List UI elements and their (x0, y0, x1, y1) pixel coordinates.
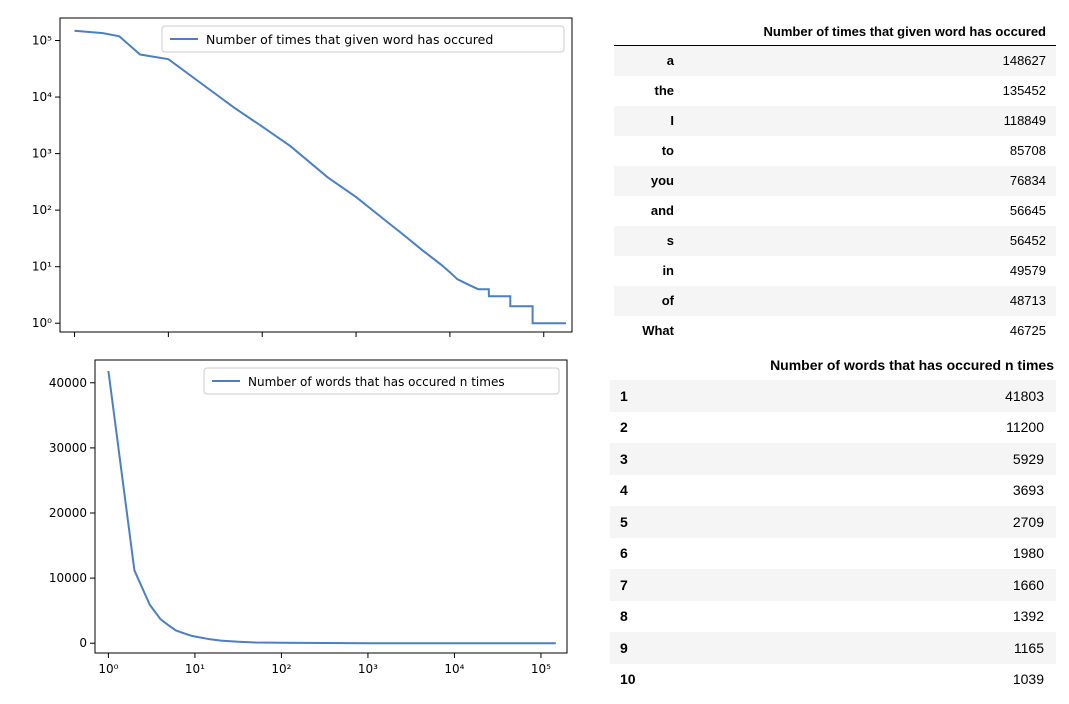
series-line (107, 370, 556, 645)
x-tick-label: 10⁰ (98, 662, 118, 676)
table-row: 3 5929 (610, 443, 1056, 475)
y-tick-label: 40000 (49, 376, 87, 390)
row-index-cell: 2 (620, 419, 628, 436)
row-value-cell: 148627 (1002, 53, 1046, 69)
row-value-cell: 85708 (1009, 143, 1046, 158)
row-value-cell: 11200 (1006, 419, 1044, 436)
column-header: Number of times that given word has occu… (684, 18, 1056, 46)
y-tick-label: 20000 (49, 506, 87, 520)
table-row: 5 2709 (610, 506, 1056, 538)
plot-area (59, 17, 573, 333)
x-tick-label: 10⁴ (444, 662, 464, 676)
y-tick-label: 10000 (49, 571, 87, 585)
row-value-cell: 48713 (1009, 293, 1046, 308)
row-index-cell: s (666, 233, 674, 248)
table-row: a 148627 (614, 45, 1056, 76)
row-index-cell: in (662, 263, 674, 278)
y-tick-label: 10¹ (32, 260, 52, 274)
legend-label: Number of times that given word has occu… (206, 32, 493, 47)
y-tick-label: 0 (79, 636, 87, 650)
x-tick-label: 10⁵ (531, 662, 551, 676)
table-row: s 56452 (614, 225, 1056, 256)
table-row: 6 1980 (610, 538, 1056, 570)
row-value-cell: 56645 (1009, 203, 1046, 218)
row-value-cell: 2709 (1012, 513, 1044, 530)
row-value-cell: 41803 (1005, 387, 1044, 404)
row-value-cell: 76834 (1009, 173, 1046, 188)
table-row: to 85708 (614, 136, 1056, 166)
row-index-cell: and (650, 203, 674, 218)
word-count-table: Number of times that given word has occu… (614, 18, 1056, 346)
y-tick-label: 10² (32, 203, 52, 217)
row-index-cell: 6 (620, 545, 628, 562)
row-value-cell: 56452 (1009, 233, 1046, 248)
table-row: 10 1039 (610, 664, 1056, 696)
row-value-cell: 46725 (1009, 323, 1046, 338)
table-row: in 49579 (614, 256, 1056, 286)
table-row: of 48713 (614, 285, 1056, 316)
table-row: the 135452 (614, 76, 1056, 106)
row-value-cell: 1165 (1013, 639, 1044, 656)
legend: Number of words that has occured n times (203, 367, 560, 395)
row-index-cell: 4 (620, 482, 628, 499)
y-tick-label: 10⁴ (32, 90, 52, 104)
row-index-cell: of (661, 293, 674, 308)
table-row: you 76834 (614, 165, 1056, 196)
row-index-cell: 5 (620, 513, 628, 530)
table-header-row: Number of times that given word has occu… (614, 18, 1056, 46)
legend-frame (203, 367, 560, 395)
table-row: I 118849 (614, 105, 1056, 136)
occurrence-table: Number of words that has occured n times… (610, 350, 1056, 695)
index-header (610, 350, 680, 380)
row-index-cell: What (642, 323, 674, 338)
legend-frame (161, 25, 565, 53)
row-index-cell: a (666, 53, 674, 69)
table-row: 8 1392 (610, 601, 1056, 633)
x-tick-label: 10² (271, 662, 291, 676)
row-index-cell: 3 (620, 450, 628, 467)
row-index-cell: 7 (620, 576, 628, 593)
row-value-cell: 3693 (1012, 482, 1044, 499)
row-index-cell: to (661, 143, 674, 158)
table-row: 1 41803 (610, 380, 1056, 412)
row-value-cell: 5929 (1012, 450, 1044, 467)
table-row: What 46725 (614, 316, 1056, 346)
x-tick-label: 10¹ (185, 662, 205, 676)
y-tick-label: 30000 (49, 441, 87, 455)
word-frequency-chart: 10⁰ 10¹ 10² 10³ 10⁴ 10⁵ Number of times that … (32, 17, 573, 337)
row-value-cell: 135452 (1002, 83, 1046, 98)
table-row: 7 1660 (610, 569, 1056, 601)
row-index-cell: the (654, 83, 675, 98)
table-row: and 56645 (614, 196, 1056, 226)
table-header-row: Number of words that has occured n times (610, 350, 1056, 380)
row-value-cell: 1392 (1012, 608, 1044, 625)
row-value-cell: 118849 (1003, 113, 1046, 128)
row-value-cell: 49579 (1009, 263, 1046, 278)
table-row: 9 1165 (610, 632, 1056, 664)
row-index-cell: 1 (620, 387, 628, 404)
row-value-cell: 1660 (1012, 576, 1044, 593)
table-row: 2 11200 (610, 412, 1056, 444)
legend-label: Number of words that has occured n times (248, 375, 505, 389)
row-index-cell: I (670, 113, 674, 128)
index-header (614, 18, 684, 46)
y-tick-label: 10³ (32, 147, 52, 161)
row-index-cell: you (650, 173, 674, 188)
table-row: 4 3693 (610, 475, 1056, 507)
column-header: Number of words that has occured n times (770, 357, 1054, 373)
occurrence-count-chart: 0 10000 20000 30000 40000 10⁰ 10¹ 10² 10³ 10⁴ 10⁵… (49, 359, 568, 676)
legend: Number of times that given word has occu… (161, 25, 565, 53)
x-tick-label: 10³ (358, 662, 378, 676)
row-value-cell: 1039 (1012, 671, 1044, 688)
series-line (74, 29, 566, 325)
row-index-cell: 9 (620, 639, 628, 656)
row-index-cell: 8 (620, 608, 628, 625)
y-tick-label: 10⁵ (32, 34, 52, 48)
row-index-cell: 10 (620, 671, 636, 688)
row-value-cell: 1980 (1012, 545, 1044, 562)
y-tick-label: 10⁰ (32, 316, 52, 330)
plot-area (94, 359, 568, 654)
